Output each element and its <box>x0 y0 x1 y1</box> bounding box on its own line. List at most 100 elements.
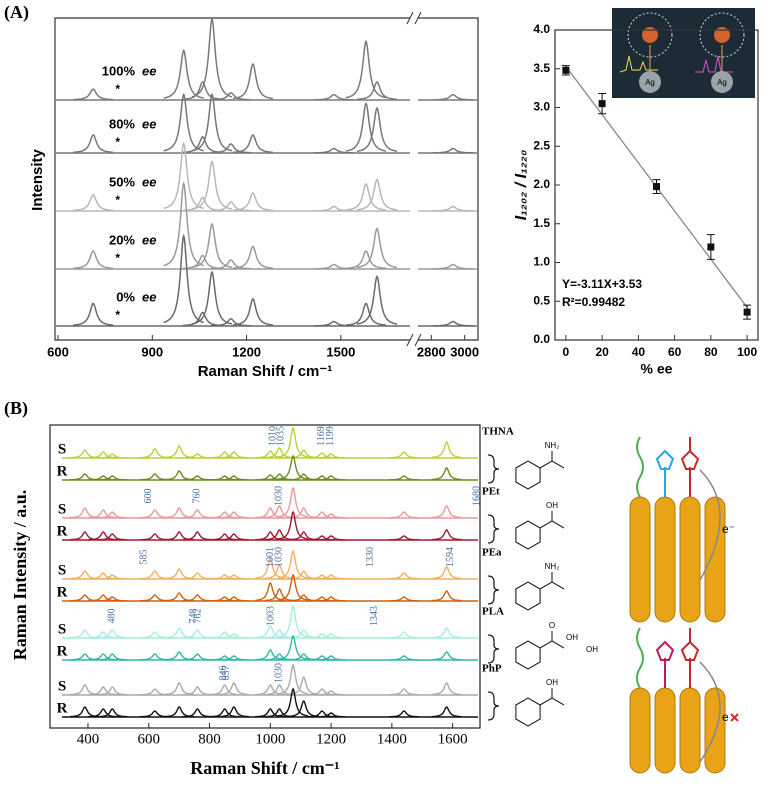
x-axis-label: % ee <box>641 361 673 377</box>
spectrum-peak <box>163 181 204 267</box>
panel-label: (B) <box>4 398 28 419</box>
x-tick-label: 2800 <box>417 344 446 359</box>
spectrum-peak <box>316 596 347 602</box>
spectrum-peak <box>88 451 119 459</box>
spectrum-peak <box>278 663 309 695</box>
structure-label: NH₂ <box>545 441 560 450</box>
x-axis-label: Raman Shift / cm⁻¹ <box>190 758 339 778</box>
spectrum-peak <box>191 160 233 210</box>
series-label: R <box>57 643 68 659</box>
spectrum-peak <box>88 708 119 718</box>
spectrum-peak <box>316 453 347 459</box>
spectrum-peak <box>278 687 309 717</box>
spectrum-peak <box>182 572 213 580</box>
spectrum-peak <box>277 634 309 660</box>
structure <box>539 688 565 706</box>
spectrum-peak <box>182 686 213 696</box>
spectrum-peak <box>182 653 213 661</box>
series-label: 100% <box>102 63 136 78</box>
spectrum-peak <box>182 708 213 718</box>
series-label: S <box>58 621 66 637</box>
peak-annotation: 1169 <box>316 426 327 446</box>
peak-annotation: 748 <box>188 609 199 624</box>
spectrum-peak <box>69 449 100 459</box>
spectrum-peak <box>307 535 337 541</box>
peak-annotation: 760 <box>192 489 203 504</box>
spectrum-peak <box>73 193 114 212</box>
spectrum-peak <box>316 574 347 580</box>
spectrum-peak <box>182 453 213 459</box>
spectrum-peak <box>210 143 252 154</box>
structure <box>515 581 541 611</box>
x-tick-label: 600 <box>138 731 161 747</box>
structure <box>515 697 541 727</box>
spectrum-peak <box>191 17 233 98</box>
series-label: 20% <box>109 232 135 247</box>
spectrum-peak <box>218 706 249 718</box>
y-tick-label: 4.0 <box>533 22 550 36</box>
structure <box>539 631 565 649</box>
y-axis-label: Intensity <box>29 149 46 211</box>
marker: * <box>115 251 120 265</box>
sample-name: THNA <box>482 426 514 438</box>
structure-label: NH₂ <box>545 562 560 571</box>
spectrum-peak <box>88 686 119 696</box>
spectrum-peak <box>209 631 240 639</box>
y-axis-label: I₁₂₀₂ / I₁₂₂₀ <box>513 150 530 221</box>
diagram-label: e <box>722 710 729 724</box>
spectrum-peak <box>139 570 170 580</box>
brace <box>487 634 500 664</box>
diagram-label: e⁻ <box>722 522 735 536</box>
peak-annotation: 600 <box>143 489 154 504</box>
spectrum-peak <box>277 454 309 480</box>
spectrum-peak <box>346 302 386 326</box>
spectrum-peak <box>232 192 273 212</box>
peak-annotation: 1030 <box>274 547 285 567</box>
peak-annotation: 1330 <box>365 547 376 567</box>
spectrum-peak <box>73 134 114 154</box>
structure <box>515 520 541 550</box>
series-label-suffix: ee <box>142 116 156 131</box>
spectrum-peak <box>182 594 213 602</box>
spectrum-peak <box>356 178 398 211</box>
spectrum-peak <box>164 627 195 639</box>
series-label: S <box>58 501 66 517</box>
spectrum-peak <box>164 568 195 580</box>
spectrum-peak <box>210 201 252 212</box>
x-tick-label: 900 <box>141 344 163 359</box>
spectrum-peak <box>209 533 240 541</box>
spectrum-peak <box>209 475 240 481</box>
spectrum-peak <box>209 511 240 519</box>
peak-annotation: 762 <box>192 609 203 624</box>
structure-label: OH <box>586 645 598 654</box>
y-tick-label: 3.5 <box>533 61 550 75</box>
inset-label: Ag <box>645 78 655 87</box>
spectrum-peak <box>389 688 419 696</box>
spectrum-peak <box>307 475 337 481</box>
y-tick-label: 2.5 <box>533 138 550 152</box>
spectrum-peak <box>346 250 386 270</box>
series-label-suffix: ee <box>142 63 156 78</box>
spectrum-peak <box>191 222 233 269</box>
series-label-suffix: ee <box>142 232 156 247</box>
spectrum-peak <box>277 573 309 601</box>
spectrum-peak <box>163 233 204 324</box>
peak-annotation: 1030 <box>274 663 285 683</box>
peak-annotation: 1030 <box>274 486 285 506</box>
spectrum-peak <box>307 710 337 718</box>
spectrum-peak <box>316 475 347 481</box>
nanorod-diagram: e⁻ e <box>629 436 739 774</box>
spectrum-peak <box>431 441 462 459</box>
spectrum-peak <box>139 509 170 519</box>
spectrum-peak <box>278 426 309 458</box>
spectrum-peak <box>88 531 119 541</box>
spectrum-peak <box>164 706 195 718</box>
spectrum-peak <box>255 531 286 541</box>
data-point <box>707 243 715 251</box>
spectrum-peak <box>389 710 419 718</box>
y-axis-label: Raman Intensity / a.u. <box>10 490 30 661</box>
x-tick-label: 1200 <box>316 731 346 747</box>
spectrum-peak <box>191 270 233 325</box>
spectrum-peak <box>288 700 319 718</box>
